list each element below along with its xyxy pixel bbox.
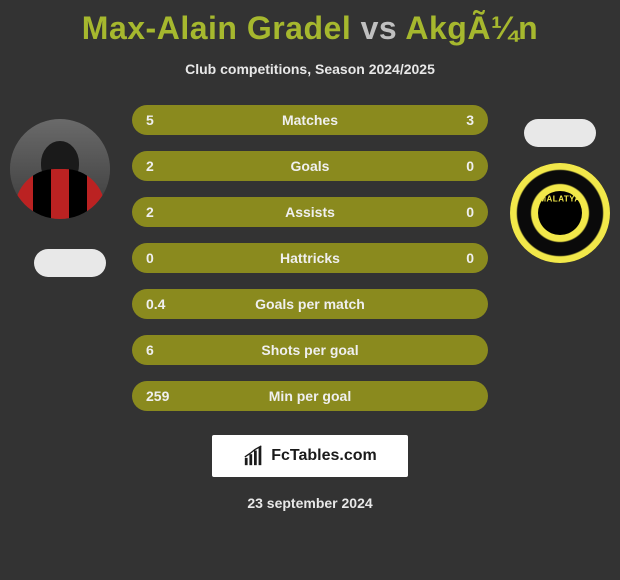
stat-left-value: 0 <box>146 250 154 266</box>
stat-row-goals-per-match: 0.4 Goals per match <box>132 289 488 319</box>
stat-right-value: 3 <box>466 112 474 128</box>
date-text: 23 september 2024 <box>0 495 620 511</box>
title-vs: vs <box>361 10 398 46</box>
stat-row-matches: 5 Matches 3 <box>132 105 488 135</box>
stat-right-value: 0 <box>466 250 474 266</box>
stat-label: Goals per match <box>255 296 365 312</box>
stat-left-value: 2 <box>146 158 154 174</box>
stat-row-hattricks: 0 Hattricks 0 <box>132 243 488 273</box>
player2-flag <box>524 119 596 147</box>
stat-rows: 5 Matches 3 2 Goals 0 2 Assists 0 0 Hatt… <box>132 105 488 411</box>
stat-row-shots-per-goal: 6 Shots per goal <box>132 335 488 365</box>
stat-left-value: 259 <box>146 388 169 404</box>
stat-label: Matches <box>282 112 338 128</box>
bar-chart-icon <box>243 445 265 467</box>
player1-silhouette <box>10 119 110 219</box>
stat-left-value: 2 <box>146 204 154 220</box>
stat-right-value: 0 <box>466 158 474 174</box>
comparison-content: MALATYA 5 Matches 3 2 Goals 0 2 Assists … <box>0 105 620 411</box>
stat-row-goals: 2 Goals 0 <box>132 151 488 181</box>
stat-left-value: 0.4 <box>146 296 165 312</box>
brand-text: FcTables.com <box>271 447 377 465</box>
title-player1: Max-Alain Gradel <box>82 10 351 46</box>
crest-shape <box>510 163 610 263</box>
page-title: Max-Alain Gradel vs AkgÃ¼n <box>0 0 620 47</box>
player2-crest: MALATYA <box>510 163 610 263</box>
title-player2: AkgÃ¼n <box>405 10 538 46</box>
stat-row-min-per-goal: 259 Min per goal <box>132 381 488 411</box>
crest-label: MALATYA <box>539 195 580 204</box>
subtitle: Club competitions, Season 2024/2025 <box>0 61 620 77</box>
stat-label: Min per goal <box>269 388 351 404</box>
stat-label: Assists <box>285 204 335 220</box>
stat-right-value: 0 <box>466 204 474 220</box>
brand-box: FcTables.com <box>212 435 408 477</box>
stat-left-value: 5 <box>146 112 154 128</box>
player1-avatar <box>10 119 110 219</box>
stat-label: Shots per goal <box>261 342 358 358</box>
stat-label: Hattricks <box>280 250 340 266</box>
stat-left-value: 6 <box>146 342 154 358</box>
stat-row-assists: 2 Assists 0 <box>132 197 488 227</box>
stat-label: Goals <box>291 158 330 174</box>
player1-flag <box>34 249 106 277</box>
